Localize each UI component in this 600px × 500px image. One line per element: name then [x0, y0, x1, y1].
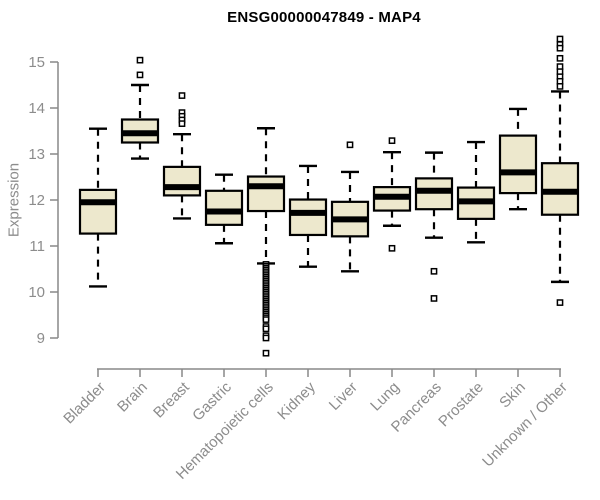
x-tick-label: Lung: [367, 379, 403, 415]
outlier-point: [388, 244, 396, 252]
outlier-point: [430, 295, 438, 302]
y-tick-label: 13: [28, 146, 45, 163]
outlier-point: [556, 83, 564, 90]
iqr-box: [162, 165, 202, 197]
x-tick-label: Liver: [326, 379, 361, 414]
x-tick-label: Prostate: [435, 379, 487, 431]
boxplot-prostate: [456, 140, 496, 244]
y-axis: 9 10 11 12 13 14 15: [28, 54, 59, 347]
iqr-box: [78, 188, 118, 235]
iqr-box: [204, 189, 244, 226]
boxplot-liver: [330, 141, 370, 273]
outlier-point: [262, 325, 270, 333]
outlier-point: [430, 267, 438, 275]
outlier-point: [388, 137, 396, 145]
outlier-point: [556, 54, 564, 62]
boxplot-hematopoietic-cells: [246, 127, 286, 357]
iqr-box: [498, 134, 538, 195]
outlier-point: [556, 299, 564, 306]
outlier-point: [556, 44, 564, 52]
x-tick-label: Kidney: [274, 378, 319, 423]
boxplot-brain: [120, 56, 160, 160]
outlier-point: [136, 56, 144, 64]
outlier-point: [178, 92, 186, 99]
outlier-point: [556, 35, 564, 43]
boxplot-skin: [498, 107, 538, 211]
y-tick-label: 9: [37, 330, 45, 347]
outlier-point: [262, 316, 270, 323]
outlier-point: [262, 349, 270, 357]
boxplot-pancreas: [414, 151, 454, 302]
chart-title: ENSG00000047849 - MAP4: [227, 9, 421, 26]
iqr-box: [246, 175, 286, 213]
x-tick-label: Breast: [150, 378, 193, 421]
boxplot-lung: [372, 137, 412, 252]
x-tick-label: Brain: [114, 379, 151, 416]
y-tick-label: 15: [28, 54, 45, 71]
boxplot-gastric: [204, 173, 244, 245]
boxplot-bladder: [78, 127, 118, 288]
x-tick-label: Skin: [496, 379, 529, 412]
outlier-point: [262, 334, 270, 342]
y-tick-label: 14: [28, 100, 45, 117]
outlier-point: [136, 71, 144, 79]
boxplot-unknown-other: [540, 35, 580, 306]
boxplot-breast: [162, 92, 202, 220]
y-tick-label: 10: [28, 284, 45, 301]
y-axis-label: Expression: [5, 162, 23, 238]
boxplot-kidney: [288, 164, 328, 268]
y-tick-label: 12: [28, 192, 45, 209]
iqr-box: [288, 198, 328, 237]
x-tick-label: Bladder: [60, 379, 109, 428]
y-tick-label: 11: [29, 238, 45, 255]
outlier-point: [346, 141, 354, 149]
outlier-point: [178, 120, 186, 127]
